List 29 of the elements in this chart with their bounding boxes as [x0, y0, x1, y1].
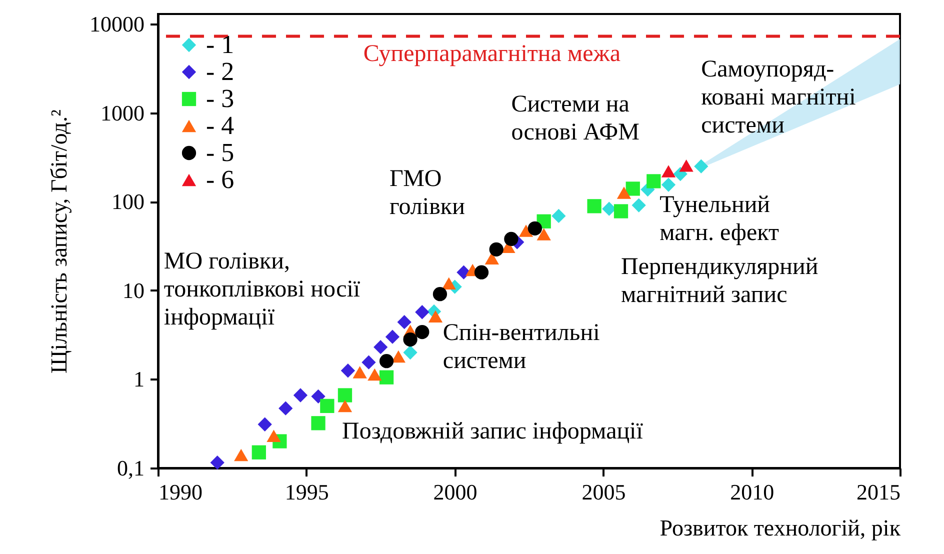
- y-axis-title: Щільність запису, Гбіт/од.²: [46, 109, 72, 374]
- annotation: Поздовжній запис інформації: [342, 418, 644, 445]
- y-tick-label: 10: [122, 278, 144, 303]
- annotation: Самоупоряд- ковані магнітні системи: [701, 56, 856, 139]
- x-tick-label: 1990: [158, 480, 202, 504]
- x-tick-label: 1995: [284, 480, 329, 504]
- y-tick-label: 1000: [100, 100, 144, 126]
- legend-label: - 4: [206, 111, 234, 140]
- annotation: Перпендикулярний магнітний запис: [621, 254, 818, 308]
- annotation: Спін-вентильні системи: [442, 320, 600, 374]
- x-axis-title: Розвиток технологій, рік: [660, 516, 902, 540]
- legend-label: - 5: [206, 138, 234, 167]
- y-tick-label: 10000: [90, 12, 144, 37]
- legend-label: - 6: [206, 165, 234, 194]
- annotation: Тунельний магн. ефект: [660, 192, 780, 246]
- ref-line-label: Суперпарамагнітна межа: [363, 41, 621, 68]
- x-tick-label: 2005: [582, 480, 626, 504]
- x-tick-label: 2010: [730, 480, 774, 504]
- legend-label: - 3: [206, 84, 234, 113]
- annotation: ГМО голівки: [390, 166, 466, 220]
- x-tick-label: 2000: [433, 480, 478, 504]
- y-tick-label: 1: [134, 366, 144, 392]
- annotation: Системи на основі АФМ: [511, 91, 640, 146]
- x-tick-label: 2015: [856, 480, 900, 504]
- y-tick-label: 0,1: [117, 456, 144, 480]
- legend-label: - 1: [206, 30, 234, 59]
- annotation: МО голівки, тонкоплівкові носії інформації: [164, 248, 360, 330]
- legend-label: - 2: [206, 57, 234, 86]
- y-tick-label: 100: [112, 189, 144, 214]
